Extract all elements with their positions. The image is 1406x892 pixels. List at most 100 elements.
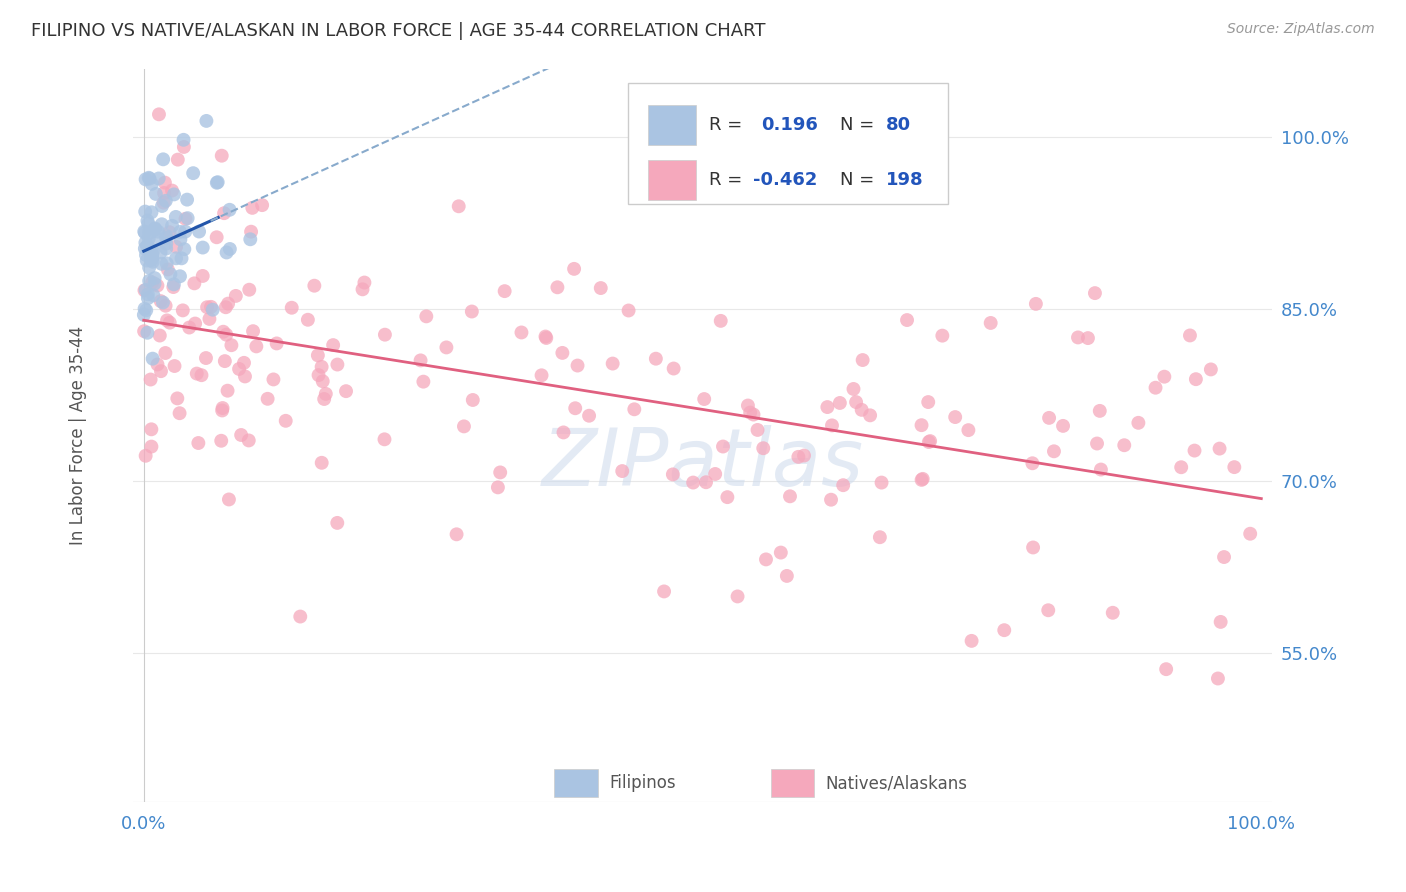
Point [747, 423, 769, 437]
Point [176, 211, 198, 226]
Point [138, 274, 160, 288]
Point [373, 433, 395, 447]
Point [815, 400, 838, 414]
Point [134, 324, 156, 338]
Point [461, 304, 484, 318]
Point [150, 199, 173, 213]
Point [152, 195, 174, 210]
Point [181, 166, 204, 180]
Point [1213, 549, 1236, 564]
Point [205, 230, 228, 244]
Point [820, 492, 842, 507]
Point [917, 395, 939, 409]
Point [162, 280, 184, 294]
Point [461, 392, 484, 407]
Point [311, 359, 333, 374]
Point [1153, 369, 1175, 384]
Point [159, 316, 181, 330]
Point [139, 372, 162, 386]
Point [142, 254, 165, 268]
Point [138, 171, 160, 186]
Point [138, 240, 160, 254]
Text: 0.196: 0.196 [761, 116, 817, 135]
Point [173, 133, 195, 147]
Point [769, 545, 792, 559]
Point [1025, 297, 1047, 311]
Point [245, 339, 267, 353]
Point [211, 149, 233, 163]
Point [163, 359, 186, 373]
Point [534, 329, 557, 343]
Point [135, 283, 157, 297]
Point [536, 331, 558, 345]
Point [134, 242, 156, 256]
Point [415, 310, 437, 324]
Point [166, 392, 188, 406]
Point [132, 308, 155, 322]
Point [1154, 662, 1177, 676]
Point [326, 516, 349, 530]
Text: N =: N = [841, 171, 880, 189]
Point [142, 288, 165, 302]
Point [1178, 328, 1201, 343]
Point [141, 205, 163, 219]
Point [489, 466, 512, 480]
Point [172, 303, 194, 318]
Point [163, 277, 186, 292]
Point [612, 464, 634, 478]
Point [918, 435, 941, 450]
Point [842, 382, 865, 396]
Point [486, 480, 509, 494]
Point [184, 317, 207, 331]
Point [149, 245, 172, 260]
Point [174, 211, 197, 226]
Point [155, 236, 177, 251]
Point [314, 392, 336, 406]
Point [153, 176, 176, 190]
Point [225, 289, 247, 303]
Point [695, 475, 717, 490]
Point [742, 408, 765, 422]
Point [143, 277, 166, 291]
Point [920, 434, 942, 448]
Point [160, 219, 183, 233]
Point [1038, 410, 1060, 425]
Point [779, 489, 801, 503]
Text: -0.462: -0.462 [752, 171, 817, 189]
Point [169, 406, 191, 420]
Point [453, 419, 475, 434]
Point [136, 213, 159, 227]
Point [190, 368, 212, 383]
Point [1208, 442, 1230, 456]
Point [141, 276, 163, 290]
Point [200, 300, 222, 314]
Point [159, 267, 181, 281]
Point [231, 428, 253, 442]
Point [562, 261, 585, 276]
Point [652, 584, 675, 599]
Point [353, 276, 375, 290]
Point [1114, 438, 1136, 452]
Point [494, 284, 516, 298]
Point [135, 449, 157, 463]
Point [859, 409, 882, 423]
Point [135, 303, 157, 318]
Point [240, 225, 263, 239]
Text: ZIPatlas: ZIPatlas [541, 425, 863, 503]
Text: 100.0%: 100.0% [1227, 815, 1295, 833]
Point [776, 569, 799, 583]
Point [169, 232, 191, 246]
Point [186, 367, 208, 381]
Point [218, 242, 240, 256]
Text: FILIPINO VS NATIVE/ALASKAN IN LABOR FORCE | AGE 35-44 CORRELATION CHART: FILIPINO VS NATIVE/ALASKAN IN LABOR FORC… [31, 22, 765, 40]
Point [238, 434, 260, 448]
Point [194, 351, 217, 365]
Text: 198: 198 [886, 171, 924, 189]
Point [134, 284, 156, 298]
Point [662, 361, 685, 376]
Point [242, 324, 264, 338]
Point [256, 392, 278, 406]
Point [207, 175, 229, 189]
Point [274, 414, 297, 428]
Point [148, 171, 170, 186]
